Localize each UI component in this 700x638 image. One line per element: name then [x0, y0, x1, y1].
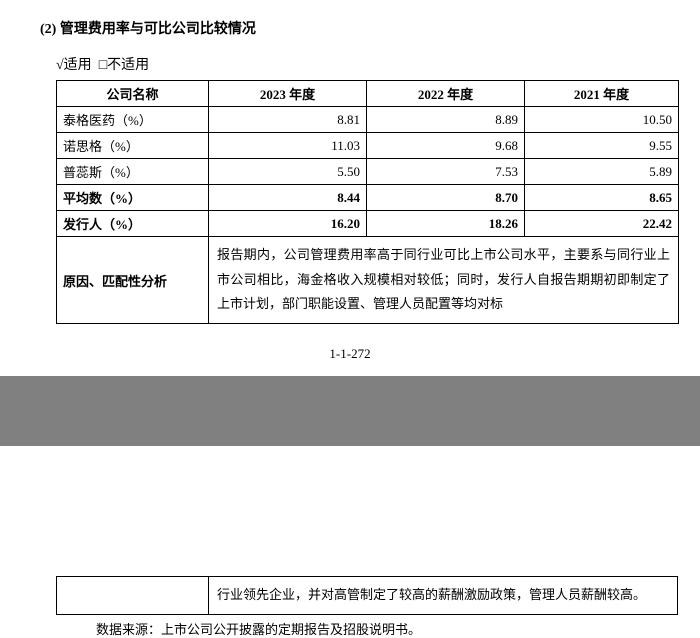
col-header-name: 公司名称 [57, 81, 209, 107]
cell-name: 发行人（%） [57, 211, 209, 237]
cell-2022: 8.89 [367, 107, 525, 133]
cell-2021: 10.50 [525, 107, 679, 133]
table-body: 泰格医药（%）8.818.8910.50诺思格（%）11.039.689.55普… [57, 107, 679, 237]
comparison-table: 公司名称 2023 年度 2022 年度 2021 年度 泰格医药（%）8.81… [56, 80, 679, 324]
page-break [0, 376, 700, 446]
table-row: 平均数（%）8.448.708.65 [57, 185, 679, 211]
data-source-note: 数据来源：上市公司公开披露的定期报告及招股说明书。 [0, 615, 700, 638]
analysis-row-continued: 行业领先企业，并对高管制定了较高的薪酬激励政策，管理人员薪酬较高。 [57, 577, 678, 615]
section-number: (2) [40, 22, 56, 37]
cell-2023: 16.20 [209, 211, 367, 237]
cell-2022: 18.26 [367, 211, 525, 237]
analysis-label-continued [57, 577, 209, 615]
comparison-table-continued: 行业领先企业，并对高管制定了较高的薪酬激励政策，管理人员薪酬较高。 [56, 576, 678, 615]
cell-2022: 7.53 [367, 159, 525, 185]
analysis-label: 原因、匹配性分析 [57, 237, 209, 324]
col-header-2022: 2022 年度 [367, 81, 525, 107]
table-row: 泰格医药（%）8.818.8910.50 [57, 107, 679, 133]
cell-2021: 9.55 [525, 133, 679, 159]
applicable-checked: √适用 [56, 58, 92, 73]
cell-2022: 8.70 [367, 185, 525, 211]
section-heading: (2) 管理费用率与可比公司比较情况 [0, 0, 700, 38]
cell-2023: 5.50 [209, 159, 367, 185]
spacer [0, 446, 700, 576]
col-header-2021: 2021 年度 [525, 81, 679, 107]
cell-2023: 11.03 [209, 133, 367, 159]
cell-name: 诺思格（%） [57, 133, 209, 159]
cell-2023: 8.44 [209, 185, 367, 211]
cell-2021: 5.89 [525, 159, 679, 185]
cell-2021: 22.42 [525, 211, 679, 237]
table-row: 普蕊斯（%）5.507.535.89 [57, 159, 679, 185]
cell-name: 普蕊斯（%） [57, 159, 209, 185]
page-number: 1-1-272 [0, 324, 700, 376]
section-title-text: 管理费用率与可比公司比较情况 [60, 22, 256, 37]
table-header-row: 公司名称 2023 年度 2022 年度 2021 年度 [57, 81, 679, 107]
cell-name: 泰格医药（%） [57, 107, 209, 133]
table-row: 发行人（%）16.2018.2622.42 [57, 211, 679, 237]
applicable-unchecked: □不适用 [99, 58, 149, 73]
applicable-row: √适用 □不适用 [0, 38, 700, 80]
cell-2021: 8.65 [525, 185, 679, 211]
analysis-text-part2: 行业领先企业，并对高管制定了较高的薪酬激励政策，管理人员薪酬较高。 [209, 577, 678, 615]
table-row: 诺思格（%）11.039.689.55 [57, 133, 679, 159]
cell-name: 平均数（%） [57, 185, 209, 211]
col-header-2023: 2023 年度 [209, 81, 367, 107]
cell-2022: 9.68 [367, 133, 525, 159]
cell-2023: 8.81 [209, 107, 367, 133]
analysis-text-part1: 报告期内，公司管理费用率高于同行业可比上市公司水平，主要系与同行业上市公司相比，… [209, 237, 679, 324]
analysis-row: 原因、匹配性分析 报告期内，公司管理费用率高于同行业可比上市公司水平，主要系与同… [57, 237, 679, 324]
